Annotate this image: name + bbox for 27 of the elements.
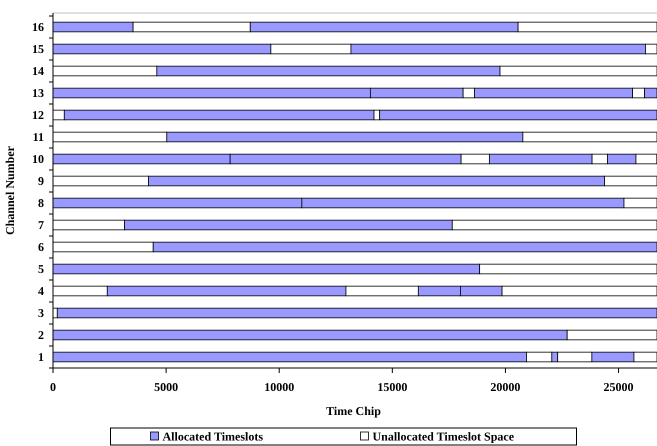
y-tick-label: 7 xyxy=(38,218,44,232)
legend-label: Allocated Timeslots xyxy=(162,430,264,444)
x-tick-label: 0 xyxy=(50,380,56,394)
y-tick-label: 15 xyxy=(32,42,44,56)
y-tick-label: 13 xyxy=(32,86,44,100)
y-tick-label: 8 xyxy=(38,196,44,210)
x-axis-title: Time Chip xyxy=(326,404,382,418)
y-tick-label: 16 xyxy=(32,20,44,34)
y-tick-label: 12 xyxy=(32,108,44,122)
x-tick-label: 15000 xyxy=(377,380,408,394)
y-tick-label: 4 xyxy=(38,284,44,298)
legend-label: Unallocated Timeslot Space xyxy=(372,430,515,444)
x-tick-label: 5000 xyxy=(154,380,178,394)
y-tick-label: 2 xyxy=(38,328,44,342)
y-tick-label: 3 xyxy=(38,306,44,320)
y-tick-label: 9 xyxy=(38,174,44,188)
y-tick-label: 6 xyxy=(38,240,44,254)
y-tick-label: 1 xyxy=(38,350,44,364)
y-tick-label: 11 xyxy=(32,130,44,144)
y-tick-label: 5 xyxy=(38,262,44,276)
x-tick-label: 20000 xyxy=(490,380,520,394)
y-axis-title: Channel Number xyxy=(3,145,17,236)
x-tick-label: 10000 xyxy=(264,380,294,394)
y-tick-label: 14 xyxy=(32,64,44,78)
x-tick-label: 25000 xyxy=(604,380,634,394)
y-tick-label: 10 xyxy=(32,152,44,166)
bar xyxy=(56,308,657,318)
